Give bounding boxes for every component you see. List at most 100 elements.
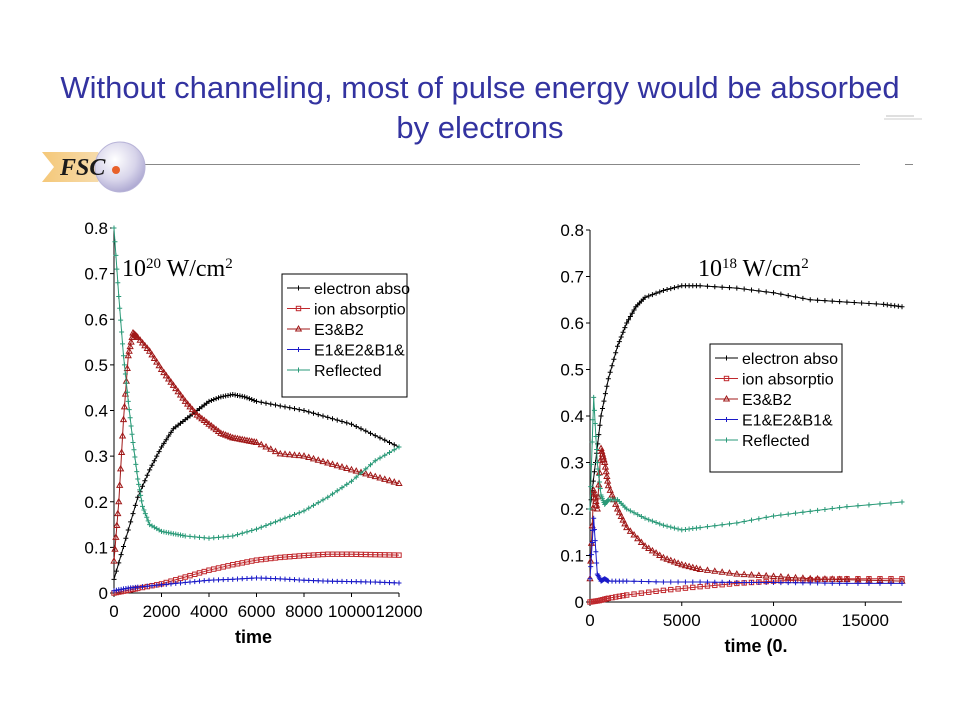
data-point: [771, 290, 777, 296]
data-point: [589, 439, 595, 445]
data-point: [186, 402, 194, 410]
data-point: [195, 412, 204, 420]
data-point: [627, 313, 633, 319]
data-point: [353, 579, 359, 585]
data-point: [160, 368, 168, 376]
data-point: [353, 474, 359, 480]
data-point: [273, 576, 278, 582]
data-point: [267, 445, 275, 452]
legend: electron abso ion absorptio E3&B2 E1&E2&B1&…: [709, 343, 843, 473]
data-point: [616, 593, 623, 600]
data-point: [697, 579, 703, 585]
data-point: [668, 579, 674, 585]
data-point: [159, 582, 164, 588]
data-point: [144, 514, 150, 520]
data-point: [206, 398, 212, 404]
legend-box: [281, 273, 408, 398]
data-point: [120, 402, 129, 410]
series-e1e2b1b3: [111, 575, 402, 594]
x-axis-label: time (0.: [724, 636, 787, 656]
data-point: [371, 472, 379, 480]
series-e3b2: [110, 328, 403, 564]
y-tick-label: 0.3: [560, 454, 584, 473]
data-point: [123, 535, 129, 541]
data-point: [117, 448, 126, 455]
data-point: [734, 285, 740, 291]
data-point: [292, 577, 297, 583]
data-point: [173, 580, 179, 586]
data-point: [844, 580, 850, 586]
data-point: [844, 504, 850, 510]
data-point: [588, 461, 594, 467]
data-point: [169, 381, 178, 388]
data-point: [263, 522, 269, 528]
data-point: [837, 580, 843, 586]
data-point: [210, 423, 218, 431]
data-point: [387, 449, 392, 455]
legend-entry: electron abso: [314, 281, 410, 298]
data-point: [140, 584, 145, 590]
data-point: [330, 416, 335, 422]
data-point: [396, 444, 402, 450]
data-point: [813, 574, 822, 582]
data-point: [641, 542, 649, 549]
data-point: [343, 464, 351, 471]
data-point: [296, 510, 302, 516]
data-point: [591, 526, 597, 532]
data-point: [157, 365, 166, 372]
data-point: [685, 562, 693, 570]
data-point: [127, 415, 133, 421]
data-point: [121, 543, 126, 549]
data-point: [660, 587, 667, 594]
y-tick-label: 0.8: [84, 219, 108, 238]
data-point: [387, 439, 392, 445]
data-point: [624, 578, 630, 584]
data-point: [606, 486, 614, 493]
logo-globe-shape: [94, 141, 146, 193]
data-point: [205, 420, 213, 427]
data-point: [873, 301, 879, 307]
series-line: [113, 393, 400, 580]
data-point: [618, 334, 624, 340]
data-point: [591, 394, 597, 400]
data-point: [282, 515, 288, 521]
data-point: [587, 576, 593, 582]
data-point: [235, 576, 240, 582]
data-point: [324, 458, 332, 466]
data-point: [155, 361, 163, 369]
data-point: [719, 284, 725, 290]
data-point: [145, 347, 154, 354]
data-point: [642, 294, 648, 300]
data-point: [201, 578, 207, 584]
data-point: [660, 522, 666, 528]
data-point: [287, 576, 293, 582]
data-point: [800, 509, 806, 515]
legend-entry: electron abso: [742, 351, 838, 368]
data-point: [349, 579, 354, 585]
data-point: [605, 376, 611, 382]
intensity-unit-exp: 2: [225, 256, 233, 272]
y-tick-label: 0.2: [84, 493, 108, 512]
data-point: [319, 457, 327, 465]
data-point: [815, 507, 821, 513]
data-point: [594, 446, 600, 452]
intensity-unit: W/cm: [161, 256, 226, 282]
x-tick-label: 0: [109, 602, 118, 621]
y-tick-label: 0.5: [560, 361, 584, 380]
data-point: [785, 293, 791, 299]
legend-swatch-marker: [722, 394, 731, 402]
series-line: [589, 518, 902, 584]
data-point: [239, 530, 245, 536]
data-point: [187, 533, 193, 539]
data-point: [306, 409, 312, 415]
y-tick-label: 0.1: [560, 547, 584, 566]
data-point: [320, 497, 326, 503]
data-point: [128, 519, 134, 525]
data-point: [634, 534, 642, 542]
data-point: [712, 284, 718, 290]
x-tick-label: 12000: [375, 602, 422, 621]
logo-arrow-shape: [42, 152, 110, 182]
x-tick-label: 2000: [143, 602, 181, 621]
data-point: [320, 413, 326, 419]
data-point: [597, 486, 603, 492]
